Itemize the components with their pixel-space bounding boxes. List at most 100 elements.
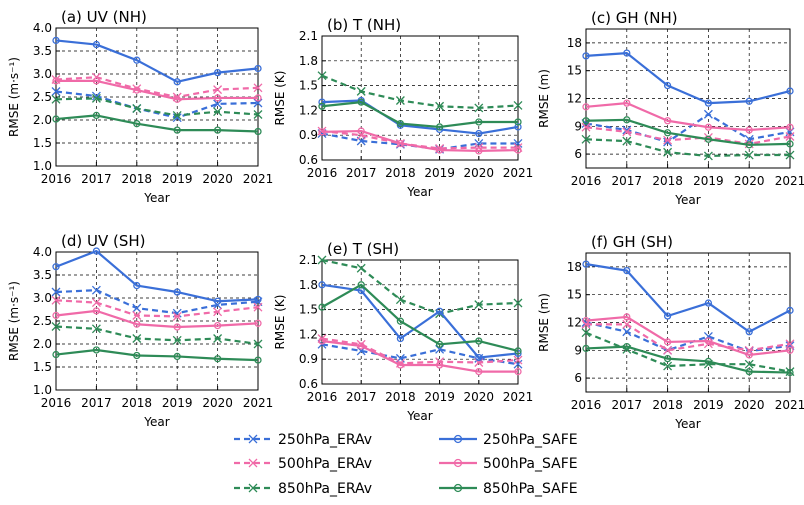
series-line-500hPa_ERAv [321, 337, 519, 365]
data-point-cross [663, 147, 673, 157]
x-tick-label: 2019 [424, 166, 455, 180]
data-point-cross [51, 87, 61, 96]
data-point-cross [213, 334, 223, 343]
data-point-cross [395, 295, 405, 305]
series-line-250hPa_SAFE [321, 283, 519, 359]
x-tick-label: 2021 [243, 396, 274, 410]
series-850hPa_SAFE [582, 116, 794, 149]
chart-title: (d) UV (SH) [61, 232, 146, 250]
data-point-cross [474, 103, 484, 113]
data-point-cross [622, 127, 632, 137]
chart-title: (c) GH (NH) [591, 9, 678, 27]
series-850hPa_ERAv [317, 71, 523, 113]
series-line-500hPa_SAFE [321, 129, 519, 153]
data-point-cross [513, 355, 523, 365]
data-point-cross [213, 85, 223, 95]
chart-panel-1: 1.0 1.5 2.0 2.5 3.0 3.5 4.0 2016 2017 2018 2019 202… [7, 8, 273, 205]
data-point-circle [173, 95, 181, 103]
data-point-circle [254, 127, 262, 136]
y-tick-label: 2.1 [299, 29, 318, 43]
data-point-cross [744, 359, 754, 369]
data-point-circle [318, 98, 326, 106]
data-point-circle [745, 97, 753, 105]
legend-label: 850hPa_ERAv [278, 481, 372, 497]
series-line-250hPa_ERAv [321, 132, 518, 151]
data-point-cross [474, 139, 484, 148]
data-point-cross [253, 83, 263, 93]
y-tick-label: 2.1 [299, 253, 318, 267]
data-point-circle [213, 321, 222, 330]
series-250hPa_SAFE [582, 260, 794, 336]
series-850hPa_SAFE [318, 98, 522, 131]
series-line-500hPa_SAFE [55, 309, 259, 329]
y-tick-label: 0.6 [299, 153, 318, 167]
y-axis-label: RMSE (m) [537, 69, 551, 128]
data-point-circle [396, 119, 405, 128]
x-tick-label: 2016 [307, 166, 338, 180]
data-point-cross [785, 132, 795, 141]
y-tick-label: 1.2 [299, 327, 318, 341]
data-point-circle [663, 312, 672, 320]
x-axis-label: Year [674, 417, 700, 431]
data-point-circle [52, 77, 60, 85]
series-500hPa_SAFE [52, 77, 262, 103]
data-point-circle [173, 126, 181, 134]
data-point-circle [704, 99, 713, 107]
data-point-circle [475, 367, 483, 376]
series-850hPa_ERAv [317, 255, 523, 319]
data-point-cross [132, 303, 142, 313]
x-axis-label: Year [406, 409, 432, 423]
y-tick-label: 1.0 [33, 159, 52, 173]
y-tick-label: 3.5 [33, 268, 52, 282]
series-line-500hPa_ERAv [321, 129, 518, 150]
x-tick-label: 2020 [464, 390, 495, 404]
data-point-cross [172, 311, 182, 321]
series-line-850hPa_SAFE [55, 114, 259, 133]
x-tick-label: 2017 [346, 390, 377, 404]
data-point-circle [396, 334, 405, 343]
data-point-cross [581, 328, 591, 338]
series-500hPa_SAFE [582, 313, 794, 359]
series-line-850hPa_SAFE [585, 345, 791, 374]
series-500hPa_SAFE [318, 337, 522, 376]
data-point-cross [785, 339, 795, 349]
data-point-cross [356, 263, 366, 273]
data-point-circle [786, 368, 794, 377]
data-point-circle [582, 117, 590, 125]
chart-panel-2: 0.6 0.9 1.2 1.5 1.8 2.1 2016 2017 2018 2019 2020 20… [273, 16, 533, 199]
data-point-cross [91, 285, 101, 295]
x-tick-label: 2020 [464, 166, 495, 180]
data-point-circle [92, 346, 101, 354]
series-line-850hPa_ERAv [321, 258, 519, 315]
data-point-circle [582, 344, 590, 353]
series-250hPa_SAFE [582, 49, 794, 107]
series-500hPa_SAFE [582, 99, 794, 134]
y-tick-label: 0.9 [299, 128, 318, 142]
legend: 250hPa_ERAv 250hPa_SAFE 500hPa_ERAv 500hPa_… [234, 432, 578, 497]
data-point-circle [133, 320, 141, 328]
series-line-850hPa_ERAv [55, 97, 259, 117]
x-tick-label: 2018 [385, 166, 416, 180]
data-point-cross [51, 295, 61, 305]
data-point-cross [622, 136, 632, 146]
series-line-850hPa_SAFE [585, 118, 791, 146]
x-tick-label: 2018 [385, 390, 416, 404]
legend-entry: 250hPa_ERAv [234, 432, 372, 448]
x-tick-label: 2020 [202, 172, 233, 186]
y-tick-label: 18 [567, 260, 582, 274]
series-line-500hPa_SAFE [56, 79, 258, 101]
data-point-circle [623, 313, 631, 321]
series-line-250hPa_ERAv [55, 90, 259, 119]
y-tick-label: 3.0 [33, 67, 52, 81]
y-tick-label: 3.0 [33, 291, 52, 305]
y-axis-label: RMSE (m·s⁻¹) [7, 57, 21, 137]
y-tick-label: 1.8 [299, 54, 318, 68]
data-point-circle [623, 342, 631, 351]
data-point-cross [213, 107, 223, 117]
data-point-circle [663, 354, 672, 363]
data-point-circle [213, 297, 222, 305]
data-point-cross [213, 307, 223, 317]
series-850hPa_SAFE [52, 346, 262, 364]
series-850hPa_SAFE [318, 281, 522, 355]
